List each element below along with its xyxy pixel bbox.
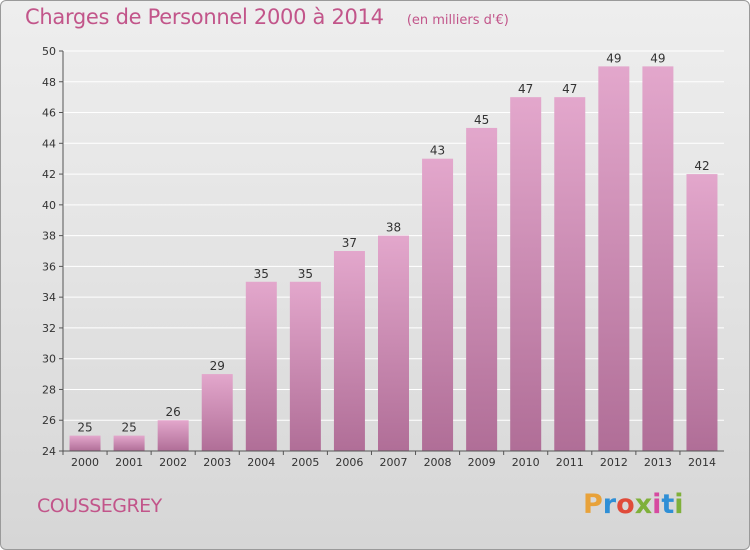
bar-2008 — [422, 158, 454, 451]
proxiti-logo: Proxiti — [583, 489, 684, 520]
data-label: 43 — [430, 144, 445, 158]
y-tick-label: 24 — [42, 445, 56, 458]
bar-2012 — [598, 66, 630, 451]
x-tick-label: 2003 — [203, 456, 231, 469]
data-label: 29 — [210, 359, 225, 373]
data-label: 38 — [386, 221, 401, 235]
y-tick-labels: 24 26 28 30 32 34 36 38 40 42 44 46 48 50 — [42, 45, 63, 458]
chart-header: Charges de Personnel 2000 à 2014 (en mil… — [25, 5, 509, 29]
bar-2003 — [201, 374, 233, 451]
axes — [62, 51, 724, 452]
bar-2002 — [157, 420, 189, 451]
bar-2007 — [378, 235, 409, 451]
x-tick-label: 2014 — [688, 456, 716, 469]
bar-2013 — [642, 66, 674, 451]
data-label: 26 — [166, 405, 181, 419]
data-label: 25 — [121, 421, 136, 435]
chart-subtitle: (en milliers d'€) — [406, 13, 509, 28]
x-tick-label: 2010 — [512, 456, 540, 469]
x-tick-label: 2004 — [247, 456, 275, 469]
data-label: 37 — [342, 236, 357, 250]
x-tick-label: 2005 — [291, 456, 319, 469]
bar-2005 — [289, 281, 321, 451]
y-tick-label: 28 — [42, 383, 56, 396]
x-tick-label: 2001 — [115, 456, 143, 469]
bar-2006 — [333, 251, 365, 451]
y-tick-label: 44 — [42, 137, 56, 150]
y-tick-label: 32 — [42, 322, 56, 335]
chart-title: Charges de Personnel 2000 à 2014 — [25, 5, 384, 29]
bar-2000 — [69, 435, 101, 451]
x-tick-labels: 2000 2001 2002 2003 2004 2005 2006 2007 2008 2009… — [62, 451, 716, 469]
logo-letter: P — [583, 489, 603, 520]
x-tick-label: 2011 — [556, 456, 584, 469]
y-tick-label: 38 — [42, 230, 56, 243]
data-label: 47 — [518, 82, 533, 96]
bars — [69, 66, 718, 452]
data-label: 25 — [77, 421, 92, 435]
bar-2010 — [510, 97, 542, 452]
data-label: 49 — [606, 51, 621, 65]
data-labels: 25 25 26 29 35 35 37 38 43 45 47 47 49 49 42 — [77, 51, 709, 434]
y-tick-label: 36 — [42, 260, 56, 273]
data-label: 49 — [650, 51, 665, 65]
y-tick-label: 34 — [42, 291, 56, 304]
logo-letter: x — [634, 489, 653, 520]
y-tick-label: 30 — [42, 353, 56, 366]
x-tick-label: 2009 — [468, 456, 496, 469]
x-tick-label: 2007 — [380, 456, 408, 469]
y-tick-label: 50 — [42, 45, 56, 58]
bar-2011 — [554, 97, 586, 452]
data-label: 42 — [694, 159, 709, 173]
x-tick-label: 2006 — [335, 456, 363, 469]
data-label: 35 — [298, 267, 313, 281]
x-tick-label: 2013 — [644, 456, 672, 469]
bar-2004 — [245, 281, 277, 451]
x-tick-label: 2008 — [424, 456, 452, 469]
bar-2009 — [466, 127, 498, 451]
y-tick-label: 40 — [42, 199, 56, 212]
x-tick-label: 2000 — [71, 456, 99, 469]
y-tick-label: 48 — [42, 76, 56, 89]
data-label: 35 — [254, 267, 269, 281]
y-tick-label: 46 — [42, 107, 56, 120]
logo-letter: r — [602, 489, 617, 520]
bar-2014 — [686, 174, 718, 452]
data-label: 45 — [474, 113, 489, 127]
x-tick-label: 2012 — [600, 456, 628, 469]
logo-letter: t — [661, 489, 675, 520]
commune-name: COUSSEGREY — [37, 495, 162, 517]
logo-letter: o — [616, 489, 635, 520]
logo-letter: i — [652, 489, 662, 520]
y-tick-label: 26 — [42, 414, 56, 427]
data-label: 47 — [562, 82, 577, 96]
y-tick-label: 42 — [42, 168, 56, 181]
x-tick-label: 2002 — [159, 456, 187, 469]
bar-2001 — [113, 435, 145, 451]
logo-letter: i — [674, 489, 684, 520]
